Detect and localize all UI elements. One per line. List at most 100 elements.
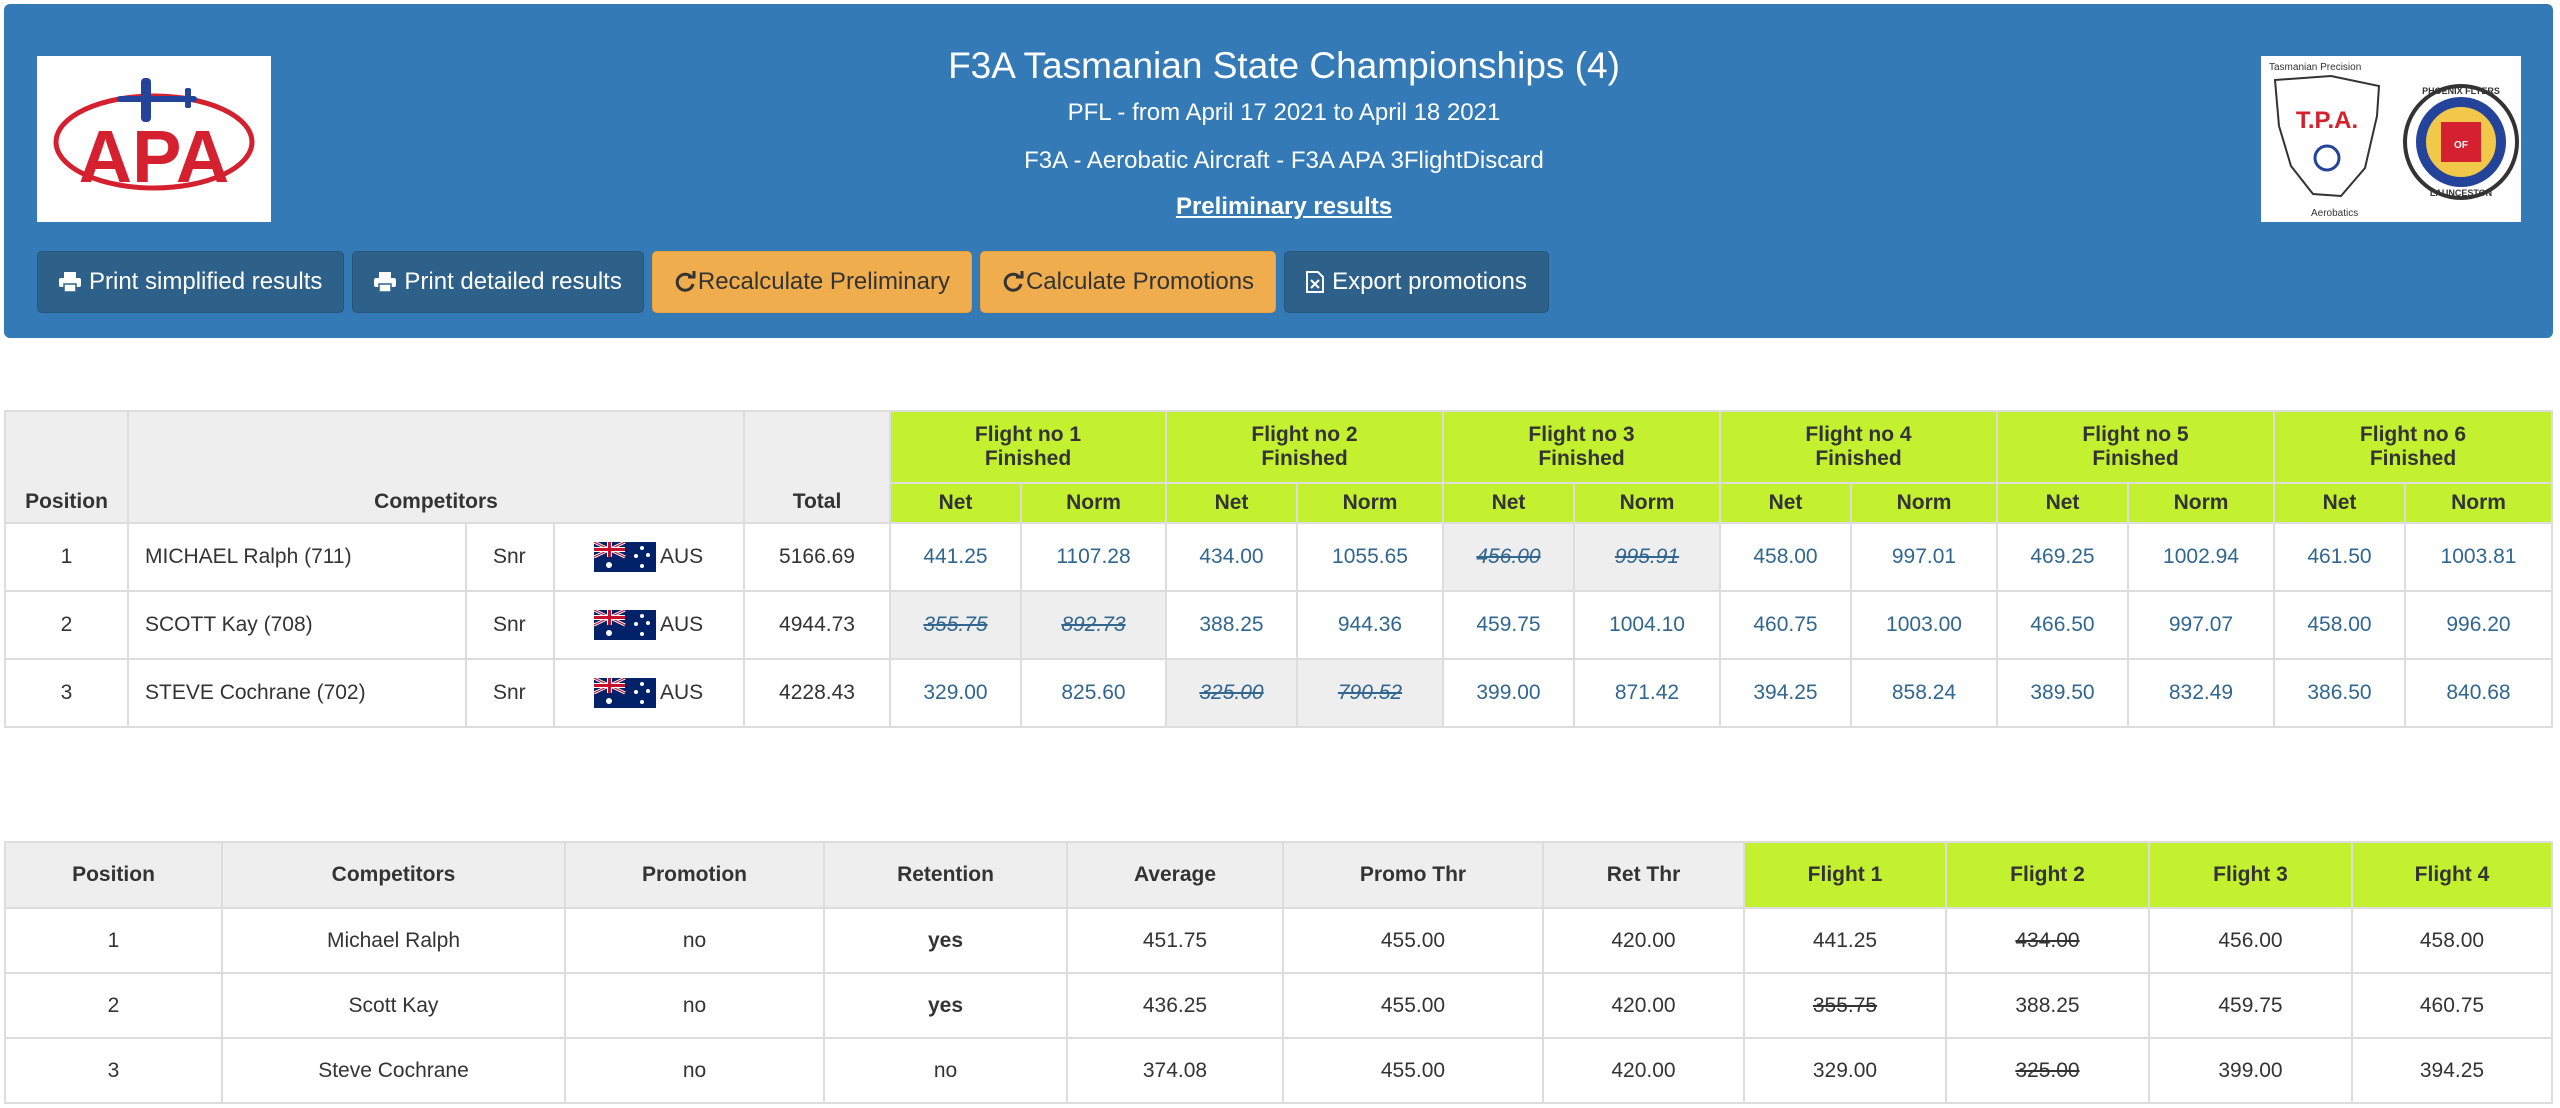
apa-logo: APA: [37, 56, 271, 222]
net-score: 329.00: [889, 658, 1022, 728]
discarded-flight-score: 434.00: [1945, 907, 2150, 974]
export-promotions-label: Export promotions: [1332, 268, 1527, 295]
discarded-net-score: 355.75: [889, 590, 1022, 660]
table-row: 1 Michael Ralph no yes 451.75 455.00 420.00 441…: [4, 907, 2553, 974]
promo-average-cell: 374.08: [1066, 1037, 1284, 1104]
net-score: 388.25: [1165, 590, 1298, 660]
print-detailed-label: Print detailed results: [404, 268, 622, 295]
calculate-promotions-button[interactable]: Calculate Promotions: [979, 251, 1277, 313]
net-score: 459.75: [1442, 590, 1575, 660]
flight-score: 456.00: [2148, 907, 2353, 974]
print-simplified-button[interactable]: Print simplified results: [37, 251, 345, 313]
promo-header: Promo Thr: [1282, 841, 1544, 909]
discarded-net-score: 456.00: [1442, 522, 1575, 592]
norm-score: 825.60: [1020, 658, 1167, 728]
flight-score: 394.25: [2351, 1037, 2553, 1104]
promo-name-cell: Scott Kay: [221, 972, 566, 1039]
event-class: F3A - Aerobatic Aircraft - F3A APA 3Flig…: [1024, 147, 1544, 174]
total-cell: 4944.73: [743, 590, 891, 660]
promo-average-cell: 436.25: [1066, 972, 1284, 1039]
promo-flight-header: Flight 4: [2351, 841, 2553, 909]
norm-score: 1055.65: [1296, 522, 1444, 592]
promo-position-cell: 3: [4, 1037, 223, 1104]
club-bottom-text: LAUNCESTON: [2430, 188, 2492, 198]
export-promotions-button[interactable]: Export promotions: [1284, 251, 1549, 313]
country-cell: AUS: [553, 590, 745, 660]
norm-score: 944.36: [1296, 590, 1444, 660]
header-position: Position: [4, 410, 129, 524]
flight-score: 458.00: [2351, 907, 2553, 974]
competitor-name: SCOTT Kay (708): [127, 590, 467, 660]
promo-position-cell: 1: [4, 907, 223, 974]
net-score: 394.25: [1719, 658, 1852, 728]
promo-retention-cell: yes: [823, 907, 1068, 974]
header-net: Net: [1165, 482, 1298, 524]
header-norm: Norm: [2404, 482, 2553, 524]
promo-promo-thr-cell: 455.00: [1282, 1037, 1544, 1104]
preliminary-results-link[interactable]: Preliminary results: [1175, 193, 1393, 220]
page-title: F3A Tasmanian State Championships (4): [948, 45, 1620, 86]
competitor-category: Snr: [465, 658, 555, 728]
country-cell: AUS: [553, 522, 745, 592]
norm-score: 871.42: [1573, 658, 1721, 728]
promo-ret-thr-cell: 420.00: [1542, 972, 1745, 1039]
results-table: Position Competitors Total Flight no 1 Fi…: [4, 410, 2553, 728]
flight-header: Flight no 3 Finished: [1442, 410, 1721, 484]
norm-score: 1107.28: [1020, 522, 1167, 592]
tpa-top-text: Tasmanian Precision: [2269, 62, 2361, 73]
header-norm: Norm: [1850, 482, 1998, 524]
promo-ret-thr-cell: 420.00: [1542, 1037, 1745, 1104]
table-row: 3 Steve Cochrane no no 374.08 455.00 420.00 329…: [4, 1037, 2553, 1104]
discarded-norm-score: 892.73: [1020, 590, 1167, 660]
country-code: AUS: [660, 545, 704, 568]
calculate-promotions-label: Calculate Promotions: [1025, 268, 1255, 295]
australia-flag-icon: [594, 678, 656, 708]
competitor-category: Snr: [465, 522, 555, 592]
norm-score: 1003.81: [2404, 522, 2553, 592]
flight-header: Flight no 1 Finished: [889, 410, 1167, 484]
net-score: 460.75: [1719, 590, 1852, 660]
net-score: 441.25: [889, 522, 1022, 592]
title-block: F3A Tasmanian State Championships (4) PF…: [604, 44, 1964, 222]
discarded-flight-score: 325.00: [1945, 1037, 2150, 1104]
norm-score: 1004.10: [1573, 590, 1721, 660]
norm-score: 1002.94: [2127, 522, 2275, 592]
total-cell: 4228.43: [743, 658, 891, 728]
net-score: 458.00: [1719, 522, 1852, 592]
refresh-icon: [674, 271, 696, 293]
promo-promo-thr-cell: 455.00: [1282, 907, 1544, 974]
flight-score: 388.25: [1945, 972, 2150, 1039]
promo-retention-cell: no: [823, 1037, 1068, 1104]
flight-score: 441.25: [1743, 907, 1947, 974]
promo-header: Average: [1066, 841, 1284, 909]
promo-name-cell: Michael Ralph: [221, 907, 566, 974]
net-score: 466.50: [1996, 590, 2129, 660]
header-net: Net: [889, 482, 1022, 524]
club-logos: Tasmanian Precision T.P.A. Aerobatics PH…: [2261, 56, 2521, 222]
recalculate-label: Recalculate Preliminary: [697, 268, 950, 295]
net-score: 469.25: [1996, 522, 2129, 592]
print-detailed-button[interactable]: Print detailed results: [352, 251, 644, 313]
header-net: Net: [1442, 482, 1575, 524]
position-cell: 1: [4, 522, 129, 592]
country-code: AUS: [660, 681, 704, 704]
header-norm: Norm: [2127, 482, 2275, 524]
recalculate-preliminary-button[interactable]: Recalculate Preliminary: [651, 251, 972, 313]
country-cell: AUS: [553, 658, 745, 728]
header-norm: Norm: [1296, 482, 1444, 524]
flight-score: 399.00: [2148, 1037, 2353, 1104]
net-score: 458.00: [2273, 590, 2406, 660]
norm-score: 840.68: [2404, 658, 2553, 728]
country-wrap: AUS: [556, 610, 742, 640]
norm-score: 997.01: [1850, 522, 1998, 592]
net-score: 399.00: [1442, 658, 1575, 728]
promo-retention-cell: yes: [823, 972, 1068, 1039]
toolbar: Print simplified results Print detailed …: [37, 251, 1549, 313]
competitor-name: STEVE Cochrane (702): [127, 658, 467, 728]
flight-score: 329.00: [1743, 1037, 1947, 1104]
position-cell: 2: [4, 590, 129, 660]
flight-header: Flight no 4 Finished: [1719, 410, 1998, 484]
australia-flag-icon: [594, 542, 656, 572]
discarded-norm-score: 790.52: [1296, 658, 1444, 728]
competitor-name: MICHAEL Ralph (711): [127, 522, 467, 592]
